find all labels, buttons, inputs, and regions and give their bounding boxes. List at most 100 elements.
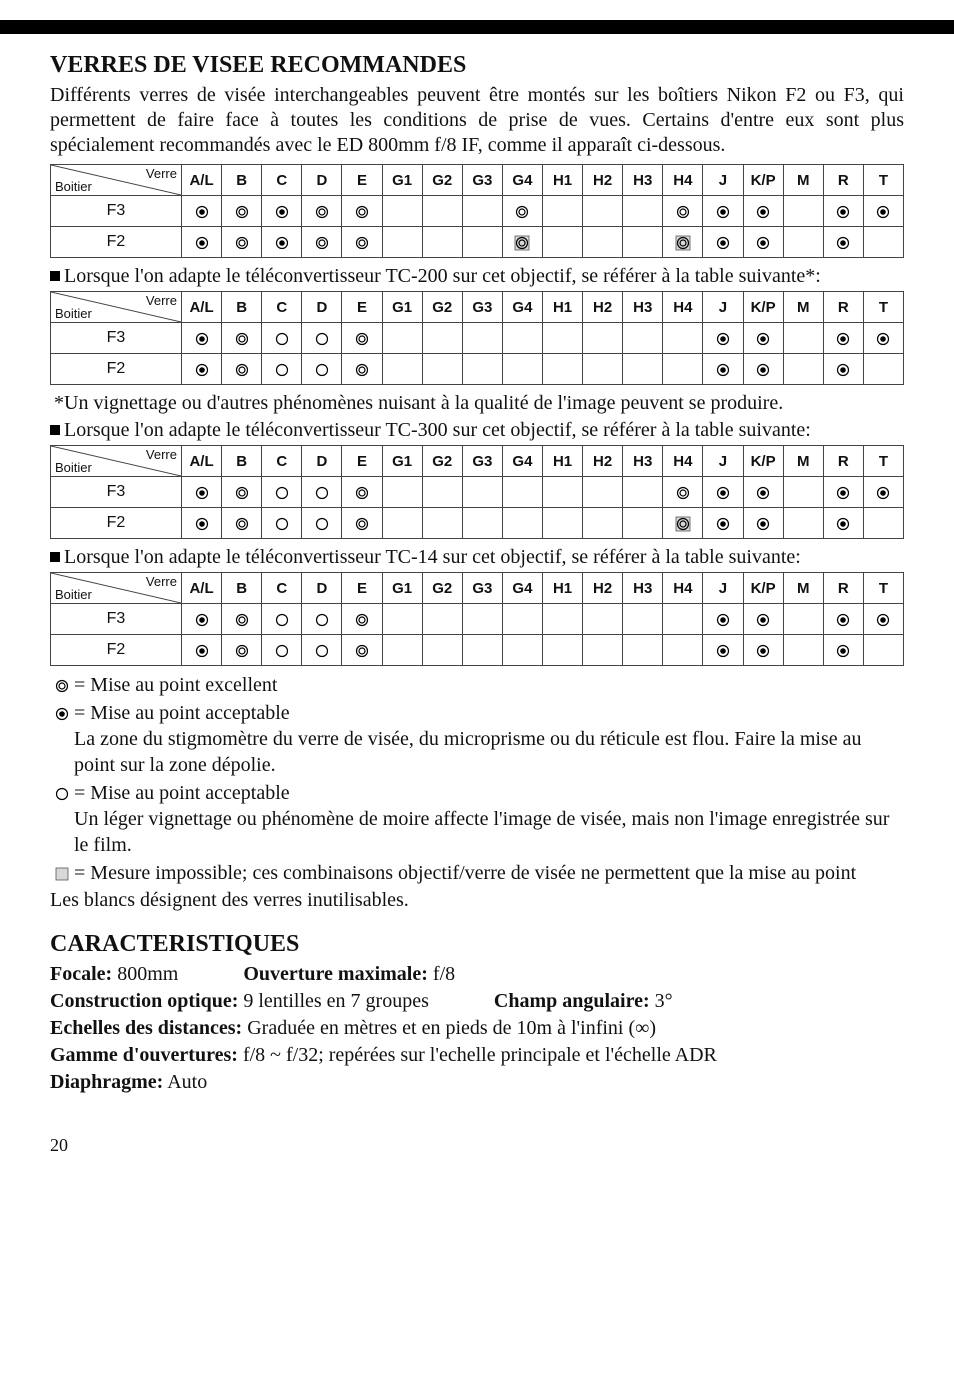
col-header: G2	[422, 446, 462, 477]
table-cell	[703, 196, 743, 227]
table-cell	[823, 508, 863, 539]
col-header: H3	[623, 446, 663, 477]
table-cell	[863, 635, 903, 666]
legend-open-text: = Mise au point acceptable	[74, 782, 290, 804]
col-header: H4	[663, 446, 703, 477]
legend-dot-sub: La zone du stigmomètre du verre de visée…	[74, 728, 862, 776]
col-header: H3	[623, 292, 663, 323]
col-header: K/P	[743, 292, 783, 323]
intro-paragraph: Différents verres de visée interchangeab…	[50, 83, 904, 158]
table-cell	[542, 354, 582, 385]
table-cell	[823, 196, 863, 227]
col-header: G3	[462, 165, 502, 196]
col-header: D	[302, 573, 342, 604]
diaphragme-value: Auto	[167, 1071, 207, 1093]
col-header: M	[783, 573, 823, 604]
table-cell	[302, 354, 342, 385]
col-header: H1	[542, 292, 582, 323]
table-cell	[182, 635, 222, 666]
table-cell	[542, 477, 582, 508]
table-cell	[542, 196, 582, 227]
table-cell	[542, 508, 582, 539]
row-header: F2	[51, 508, 182, 539]
table-cell	[462, 604, 502, 635]
legend-open-icon	[50, 780, 74, 806]
champ-label: Champ angulaire:	[494, 990, 650, 1012]
col-header: G1	[382, 165, 422, 196]
table-cell	[583, 635, 623, 666]
table-cell	[703, 227, 743, 258]
col-header: J	[703, 446, 743, 477]
col-header: A/L	[182, 446, 222, 477]
table-cell	[222, 604, 262, 635]
row-header: F3	[51, 604, 182, 635]
table-cell	[342, 604, 382, 635]
table-cell	[583, 477, 623, 508]
table-cell	[462, 196, 502, 227]
col-header: T	[863, 573, 903, 604]
diag-header: VerreBoitier	[51, 573, 182, 604]
col-header: C	[262, 573, 302, 604]
table-cell	[382, 604, 422, 635]
table-1-container: VerreBoitierA/LBCDEG1G2G3G4H1H2H3H4JK/PM…	[50, 164, 904, 258]
table-cell	[502, 354, 542, 385]
table-cell	[623, 227, 663, 258]
table-cell	[302, 227, 342, 258]
table-cell	[222, 227, 262, 258]
table-cell	[542, 604, 582, 635]
col-header: H3	[623, 573, 663, 604]
table-cell	[623, 508, 663, 539]
bullet-icon	[50, 552, 60, 562]
col-header: H1	[542, 573, 582, 604]
table-cell	[583, 354, 623, 385]
table-cell	[703, 508, 743, 539]
table-cell	[863, 227, 903, 258]
table-cell	[743, 227, 783, 258]
table-cell	[422, 604, 462, 635]
table-cell	[222, 323, 262, 354]
construction-value: 9 lentilles en 7 groupes	[243, 990, 429, 1012]
table-cell	[743, 323, 783, 354]
table-cell	[382, 477, 422, 508]
legend-square-text: = Mesure impossible; ces combinaisons ob…	[74, 860, 904, 886]
table-cell	[783, 227, 823, 258]
table-cell	[783, 354, 823, 385]
legend: = Mise au point excellent = Mise au poin…	[50, 672, 904, 913]
col-header: G3	[462, 446, 502, 477]
row-header: F3	[51, 323, 182, 354]
col-header: T	[863, 165, 903, 196]
legend-dot-text: = Mise au point acceptable	[74, 702, 290, 724]
table-cell	[623, 477, 663, 508]
diag-header: VerreBoitier	[51, 292, 182, 323]
table-cell	[462, 477, 502, 508]
col-header: H2	[583, 292, 623, 323]
col-header: G4	[502, 292, 542, 323]
table-cell	[743, 477, 783, 508]
table-cell	[262, 227, 302, 258]
table-cell	[783, 604, 823, 635]
bullet-icon	[50, 425, 60, 435]
table-cell	[502, 604, 542, 635]
row-header: F3	[51, 477, 182, 508]
col-header: C	[262, 165, 302, 196]
legend-open-sub: Un léger vignettage ou phénomène de moir…	[74, 808, 889, 856]
table-cell	[302, 635, 342, 666]
table-cell	[502, 323, 542, 354]
table-cell	[663, 477, 703, 508]
table-cell	[823, 227, 863, 258]
ouverture-value: f/8	[433, 963, 455, 985]
table-cell	[382, 196, 422, 227]
table-cell	[342, 508, 382, 539]
col-header: T	[863, 292, 903, 323]
table-cell	[422, 323, 462, 354]
table-cell	[663, 635, 703, 666]
table-cell	[663, 508, 703, 539]
legend-dot-icon	[50, 700, 74, 726]
table-2-container: VerreBoitierA/LBCDEG1G2G3G4H1H2H3H4JK/PM…	[50, 291, 904, 385]
table-cell	[462, 227, 502, 258]
col-header: K/P	[743, 573, 783, 604]
table-cell	[783, 196, 823, 227]
table-cell	[262, 354, 302, 385]
row-header: F2	[51, 354, 182, 385]
col-header: R	[823, 165, 863, 196]
